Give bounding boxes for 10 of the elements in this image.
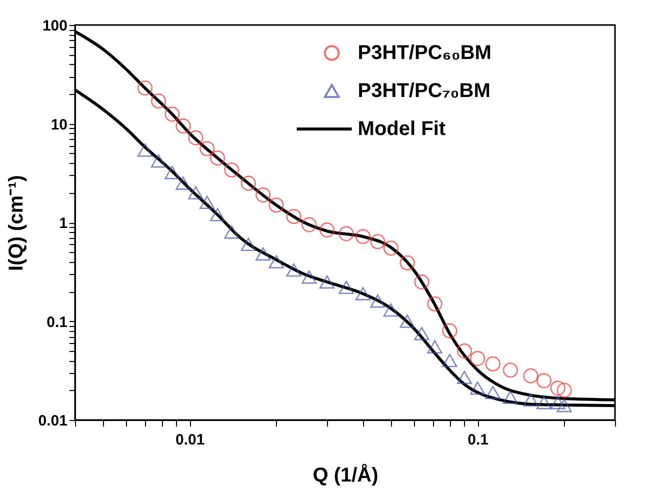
legend-label: Model Fit: [358, 118, 446, 140]
x-axis-title: Q (1/Å): [312, 464, 378, 486]
y-tick-label: 0.01: [38, 412, 68, 430]
y-tick-label: 1: [59, 215, 68, 232]
y-tick-label: 100: [42, 18, 68, 34]
y-tick-label: 10: [50, 116, 68, 134]
legend-label: P3HT/PC₇₀BM: [358, 80, 490, 102]
y-axis-title: I(Q) (cm⁻¹): [5, 175, 28, 271]
y-tick-label: 0.1: [46, 314, 68, 331]
legend-label: P3HT/PC₆₀BM: [358, 42, 492, 64]
